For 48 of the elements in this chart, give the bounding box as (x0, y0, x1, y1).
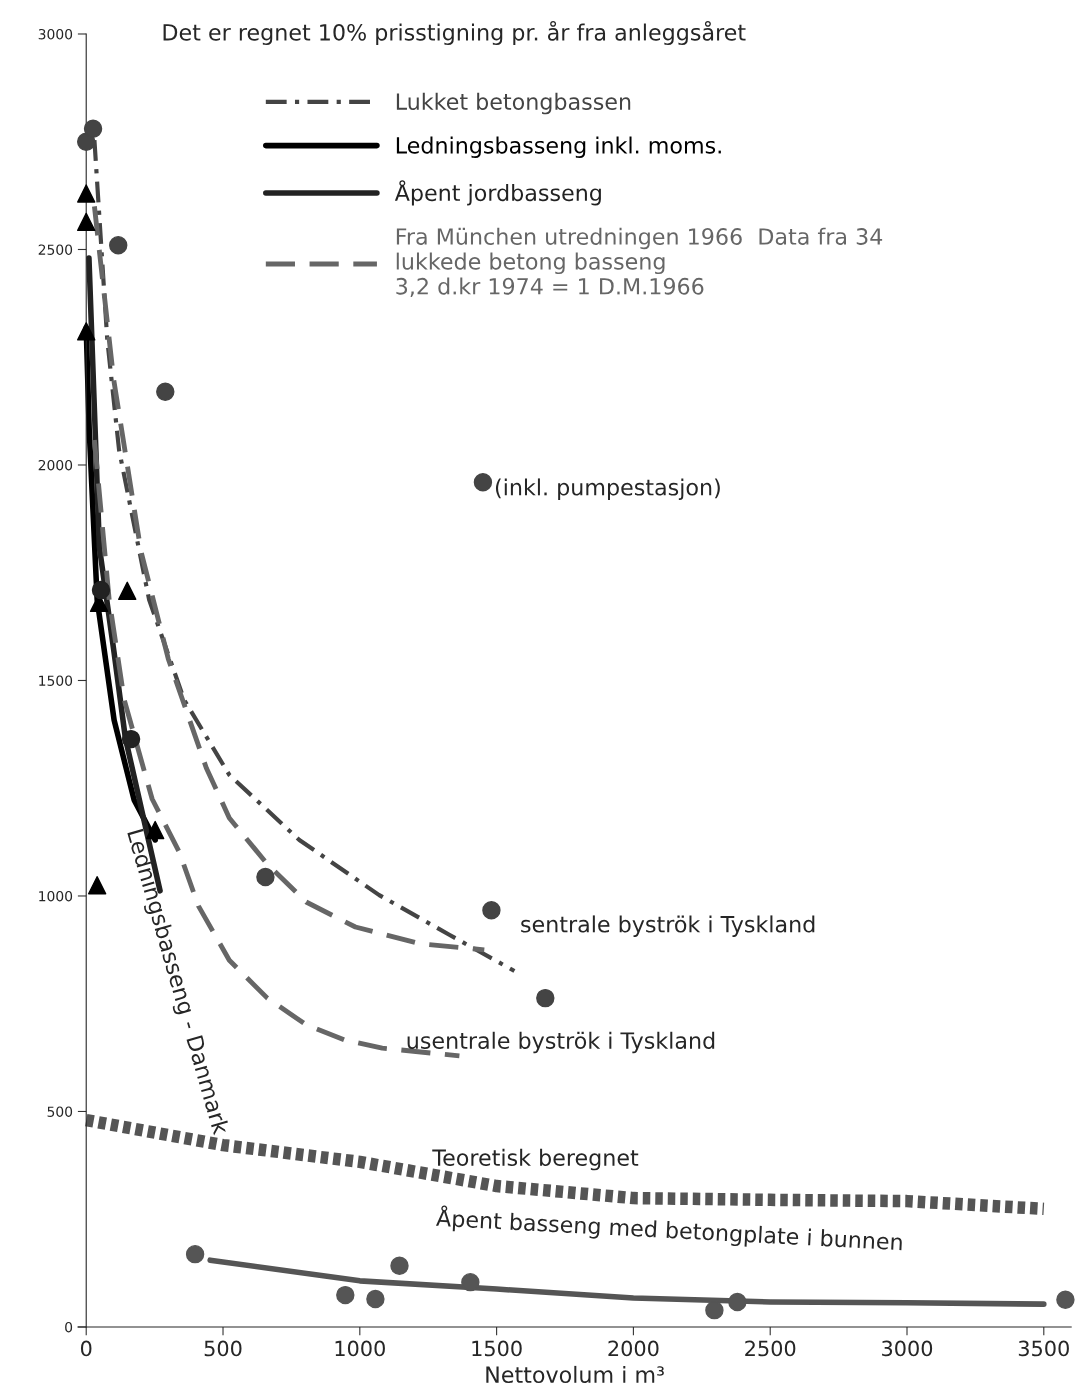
point (87, 876, 107, 895)
annotation: (inkl. pumpestasjon) (495, 478, 720, 500)
x-tick-label: 2500 (745, 1340, 796, 1357)
x-tick-label: 0 (80, 1340, 92, 1357)
y-tick-label: 1000 (39, 890, 73, 902)
x-axis-title: Nettovolum i m³ (486, 1365, 664, 1384)
point (473, 473, 493, 492)
point (336, 1285, 355, 1305)
annotation: Åpent basseng med betongplate i bunnen (435, 1205, 903, 1255)
y-tick-label: 0 (65, 1321, 73, 1333)
x-tick-label: 500 (204, 1340, 242, 1357)
annotation: Teoretisk beregnet (432, 1148, 639, 1171)
point (728, 1292, 747, 1312)
text: Ledningsbasseng inkl. moms. (396, 136, 721, 159)
text: Lukket betongbassen (396, 92, 631, 115)
point (109, 235, 128, 255)
x-tick-label: 3500 (1018, 1340, 1069, 1357)
point (461, 1272, 480, 1292)
x-tick-label: 1000 (335, 1340, 385, 1357)
y-tick-label: 2500 (38, 244, 73, 255)
point (536, 988, 555, 1008)
point (705, 1300, 724, 1320)
point (390, 1256, 409, 1275)
y-tick-label: 3000 (38, 28, 73, 40)
point (77, 184, 96, 203)
y-tick-label: 2000 (38, 459, 73, 471)
point (1056, 1290, 1075, 1310)
chart-title: Det er regnet 10% prisstigning pr. år fra anleggsåret (163, 20, 746, 46)
point (482, 900, 501, 920)
point (118, 581, 137, 601)
point (91, 580, 111, 600)
point (366, 1289, 385, 1309)
annotation: usentrale byströk i Tyskland (407, 1031, 715, 1054)
point (185, 1244, 205, 1264)
point (121, 729, 141, 749)
x-tick-label: 1500 (472, 1340, 522, 1357)
point (256, 867, 275, 887)
point (156, 382, 175, 401)
point (77, 322, 96, 341)
x-tick-label: 3000 (882, 1340, 933, 1357)
y-tick-label: 1500 (39, 675, 73, 686)
point (83, 119, 103, 139)
y-tick-label: 500 (47, 1106, 73, 1117)
point (77, 212, 96, 232)
annotation: sentrale byströk i Tyskland (521, 915, 815, 937)
x-tick-label: 2000 (608, 1340, 659, 1357)
text: Fra München utredningen 1966 Data fra 34 lukkede betong basseng 3,2 d.kr 1974 = 1 D.M.1966 (396, 227, 883, 297)
text: Åpent jordbasseng (394, 180, 601, 206)
